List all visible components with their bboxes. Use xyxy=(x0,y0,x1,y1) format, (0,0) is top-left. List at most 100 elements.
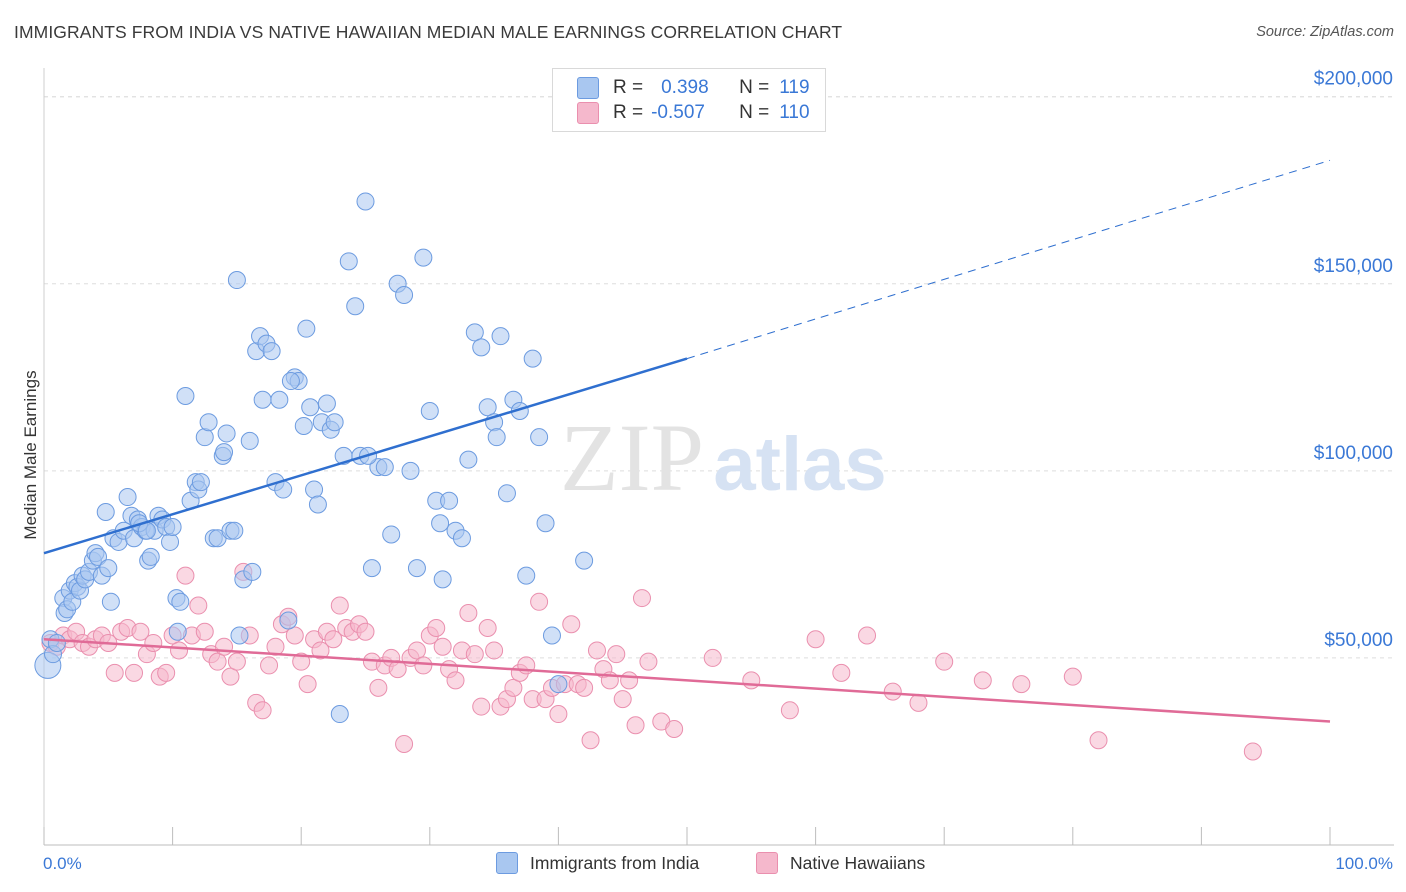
india-point xyxy=(217,424,236,443)
legend-n-value: 119 xyxy=(779,77,810,98)
india-point xyxy=(420,401,439,420)
hawaiian-point xyxy=(575,678,594,697)
y-tick-label: $50,000 xyxy=(1324,630,1393,651)
hawaiian-point xyxy=(607,645,626,664)
india-point xyxy=(459,450,478,469)
india-point xyxy=(305,480,324,499)
india-points xyxy=(34,192,594,724)
hawaiian-point xyxy=(285,626,304,645)
india-point xyxy=(542,626,561,645)
india-point xyxy=(171,592,190,611)
india-point xyxy=(401,461,420,480)
hawaiian-point xyxy=(581,731,600,750)
hawaiian-point xyxy=(446,671,465,690)
india-point xyxy=(262,342,281,361)
tick-labels: $50,000 $100,000 $150,000 $200,000 0.0% 100.0… xyxy=(43,69,1393,873)
india-point xyxy=(227,271,246,290)
hawaiian-point xyxy=(1012,675,1031,694)
legend-swatch-hawaiian xyxy=(756,852,778,874)
legend-row-hawaiian: R = -0.507 N = 110 xyxy=(577,101,810,125)
hawaiian-point xyxy=(324,630,343,649)
hawaiian-point xyxy=(414,656,433,675)
india-point xyxy=(195,428,214,447)
india-point xyxy=(433,570,452,589)
india-point xyxy=(356,192,375,211)
india-point xyxy=(89,547,108,566)
hawaiian-point xyxy=(369,678,388,697)
india-point xyxy=(491,327,510,346)
india-point xyxy=(407,559,426,578)
india-point xyxy=(549,675,568,694)
india-point xyxy=(530,428,549,447)
hawaiian-point xyxy=(215,637,234,656)
india-point xyxy=(141,547,160,566)
hawaiian-point xyxy=(780,701,799,720)
legend-r-label: R = xyxy=(613,102,644,123)
trend-lines xyxy=(43,159,1331,723)
india-point xyxy=(243,562,262,581)
hawaiian-point xyxy=(221,667,240,686)
india-point xyxy=(279,611,298,630)
india-point xyxy=(478,398,497,417)
india-point xyxy=(191,473,210,492)
india-point xyxy=(362,559,381,578)
hawaiian-point xyxy=(485,641,504,660)
india-point xyxy=(487,428,506,447)
axes xyxy=(43,68,1394,846)
hawaiian-point xyxy=(562,615,581,634)
india-point xyxy=(163,517,182,536)
hawaiian-point xyxy=(253,701,272,720)
india-point xyxy=(168,622,187,641)
india-point xyxy=(253,390,272,409)
hawaiian-point xyxy=(330,596,349,615)
hawaiian-point xyxy=(170,641,189,660)
india-point xyxy=(465,323,484,342)
legend-swatch-hawaiian xyxy=(577,102,599,124)
hawaiian-point xyxy=(125,663,144,682)
watermark-zip: ZIP xyxy=(560,404,704,511)
hawaiian-point xyxy=(935,652,954,671)
hawaiian-point xyxy=(144,633,163,652)
india-point xyxy=(301,398,320,417)
hawaiian-point xyxy=(311,641,330,660)
hawaiian-point xyxy=(613,690,632,709)
legend-swatch-india xyxy=(577,77,599,99)
hawaiian-point xyxy=(1243,742,1262,761)
legend-n-label: N = xyxy=(739,77,770,98)
india-point xyxy=(297,319,316,338)
legend-r-value: -0.507 xyxy=(651,102,705,123)
india-point xyxy=(382,525,401,544)
hawaiian-point xyxy=(742,671,761,690)
india-point xyxy=(176,387,195,406)
y-tick-label: $150,000 xyxy=(1314,256,1393,277)
hawaiian-point xyxy=(208,652,227,671)
hawaiian-point xyxy=(1089,731,1108,750)
hawaiian-point xyxy=(1063,667,1082,686)
india-point xyxy=(472,338,491,357)
hawaiian-point xyxy=(478,618,497,637)
india-point xyxy=(308,495,327,514)
india-point xyxy=(497,484,516,503)
legend-n-value: 110 xyxy=(779,102,810,123)
india-point xyxy=(225,521,244,540)
hawaiian-point xyxy=(157,663,176,682)
hawaiian-point xyxy=(883,682,902,701)
y-tick-label: $200,000 xyxy=(1314,69,1393,90)
hawaiian-point xyxy=(909,693,928,712)
chart-title: IMMIGRANTS FROM INDIA VS NATIVE HAWAIIAN… xyxy=(14,22,843,42)
hawaiian-point xyxy=(472,697,491,716)
hawaiian-trend-line xyxy=(43,637,1331,723)
legend-label-india: Immigrants from India xyxy=(530,852,700,873)
india-point xyxy=(118,488,137,507)
legend-r-value: 0.398 xyxy=(661,77,709,98)
y-tick-label: $100,000 xyxy=(1314,443,1393,464)
india-point xyxy=(230,626,249,645)
legend-label-hawaiian: Native Hawaiians xyxy=(790,852,926,873)
correlation-legend: R = 0.398 N = 119 R = -0.507 N = 110 xyxy=(552,68,826,132)
hawaiian-point xyxy=(459,604,478,623)
watermark: ZIP atlas xyxy=(560,404,887,511)
y-axis-label: Median Male Earnings xyxy=(21,370,40,539)
india-point xyxy=(317,394,336,413)
hawaiian-point xyxy=(395,734,414,753)
